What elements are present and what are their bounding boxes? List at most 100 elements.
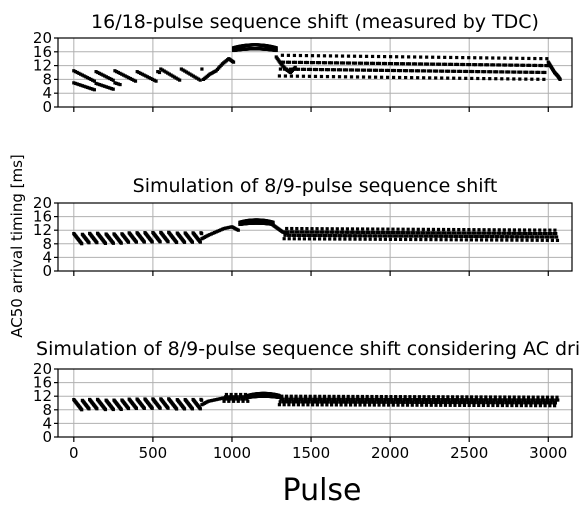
data-point bbox=[73, 70, 78, 74]
data-point bbox=[324, 68, 329, 72]
data-point bbox=[543, 228, 547, 232]
data-point bbox=[460, 395, 464, 399]
data-point bbox=[527, 56, 531, 61]
data-point bbox=[534, 235, 538, 239]
data-point bbox=[242, 397, 246, 401]
data-point bbox=[550, 238, 554, 242]
data-point bbox=[406, 62, 410, 66]
data-point bbox=[514, 63, 518, 67]
data-point bbox=[271, 220, 275, 224]
data-point bbox=[476, 231, 480, 235]
data-point bbox=[299, 60, 304, 65]
data-point bbox=[347, 234, 351, 238]
data-point bbox=[359, 234, 363, 238]
data-point bbox=[378, 68, 383, 72]
data-point bbox=[537, 70, 541, 74]
data-point bbox=[92, 79, 96, 83]
y-tick-label: 4 bbox=[42, 414, 52, 432]
data-point bbox=[485, 234, 490, 239]
data-point bbox=[522, 231, 526, 235]
data-point bbox=[397, 231, 401, 235]
data-point bbox=[409, 69, 413, 73]
data-point bbox=[116, 70, 120, 75]
data-point bbox=[160, 68, 165, 72]
data-point bbox=[501, 70, 505, 74]
data-point bbox=[375, 61, 380, 66]
data-point bbox=[322, 54, 327, 58]
data-point bbox=[318, 67, 323, 72]
data-point bbox=[451, 231, 455, 235]
data-point bbox=[450, 395, 455, 399]
data-point bbox=[302, 67, 307, 71]
data-point bbox=[453, 403, 457, 407]
data-point bbox=[111, 78, 115, 82]
series-5 bbox=[231, 43, 278, 53]
data-point bbox=[310, 54, 315, 58]
data-point bbox=[337, 234, 341, 238]
data-point bbox=[483, 231, 487, 235]
data-point bbox=[123, 74, 127, 78]
data-point bbox=[462, 62, 466, 67]
data-point bbox=[408, 62, 412, 66]
data-point bbox=[303, 233, 307, 238]
data-point bbox=[290, 397, 294, 401]
data-point bbox=[418, 234, 422, 238]
data-point bbox=[87, 86, 91, 90]
data-point bbox=[319, 230, 323, 234]
data-point bbox=[552, 231, 556, 236]
data-point bbox=[423, 69, 427, 73]
data-point bbox=[227, 397, 232, 401]
data-point bbox=[435, 234, 439, 238]
data-point bbox=[348, 237, 352, 241]
data-point bbox=[402, 62, 406, 66]
data-point bbox=[372, 403, 376, 407]
data-point bbox=[301, 230, 305, 234]
data-point bbox=[558, 77, 562, 81]
data-point bbox=[402, 231, 406, 235]
data-point bbox=[309, 397, 313, 401]
data-point bbox=[323, 233, 328, 238]
data-point bbox=[365, 394, 369, 399]
data-point bbox=[450, 234, 454, 238]
data-point bbox=[450, 62, 454, 66]
data-point bbox=[454, 400, 458, 405]
data-point bbox=[383, 61, 388, 66]
data-point bbox=[398, 75, 402, 80]
data-point bbox=[495, 235, 500, 239]
data-point bbox=[525, 401, 529, 405]
data-point bbox=[381, 61, 386, 66]
data-points bbox=[72, 43, 562, 92]
x-tick-label: 2000 bbox=[371, 444, 409, 462]
data-point bbox=[524, 77, 528, 81]
data-point bbox=[332, 394, 336, 398]
data-point bbox=[467, 56, 471, 60]
data-point bbox=[408, 234, 412, 238]
data-point bbox=[337, 394, 341, 399]
data-point bbox=[389, 234, 393, 238]
data-point bbox=[480, 234, 484, 239]
data-point bbox=[274, 48, 278, 53]
data-point bbox=[544, 231, 548, 236]
data-point bbox=[345, 400, 349, 404]
data-point bbox=[461, 56, 465, 60]
data-point bbox=[382, 400, 387, 404]
data-point bbox=[436, 231, 440, 235]
data-point bbox=[318, 394, 322, 398]
data-point bbox=[523, 70, 527, 74]
data-point bbox=[75, 70, 79, 75]
data-point bbox=[420, 62, 424, 66]
data-point bbox=[348, 68, 353, 72]
data-point bbox=[517, 228, 522, 232]
data-point bbox=[521, 56, 525, 60]
data-point bbox=[116, 82, 120, 86]
data-point bbox=[453, 234, 457, 238]
series-2 bbox=[72, 81, 122, 92]
data-point bbox=[413, 55, 417, 59]
data-point bbox=[504, 235, 508, 239]
data-point bbox=[323, 397, 327, 401]
data-point bbox=[534, 404, 538, 408]
data-point bbox=[464, 238, 468, 242]
data-point bbox=[366, 230, 371, 235]
y-tick-label: 20 bbox=[33, 29, 52, 47]
data-point bbox=[424, 237, 428, 242]
